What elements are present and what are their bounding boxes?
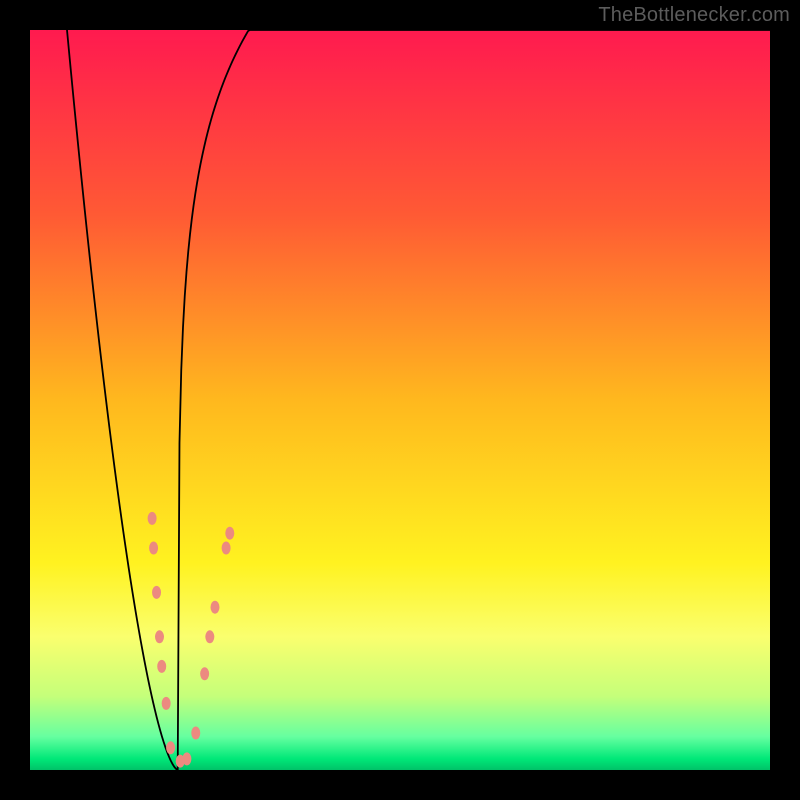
chart-container: TheBottlenecker.com <box>0 0 800 800</box>
marker-point <box>162 697 171 710</box>
marker-point <box>191 727 200 740</box>
chart-svg <box>30 30 770 770</box>
marker-point <box>205 630 214 643</box>
marker-point <box>155 630 164 643</box>
plot-area <box>30 30 770 770</box>
marker-point <box>166 741 175 754</box>
marker-point <box>152 586 161 599</box>
marker-point <box>148 512 157 525</box>
marker-point <box>211 601 220 614</box>
watermark-text: TheBottlenecker.com <box>598 4 790 27</box>
marker-point <box>182 752 191 765</box>
marker-point <box>222 542 231 555</box>
marker-point <box>149 542 158 555</box>
marker-point <box>157 660 166 673</box>
gradient-background <box>30 30 770 770</box>
marker-point <box>225 527 234 540</box>
marker-point <box>200 667 209 680</box>
